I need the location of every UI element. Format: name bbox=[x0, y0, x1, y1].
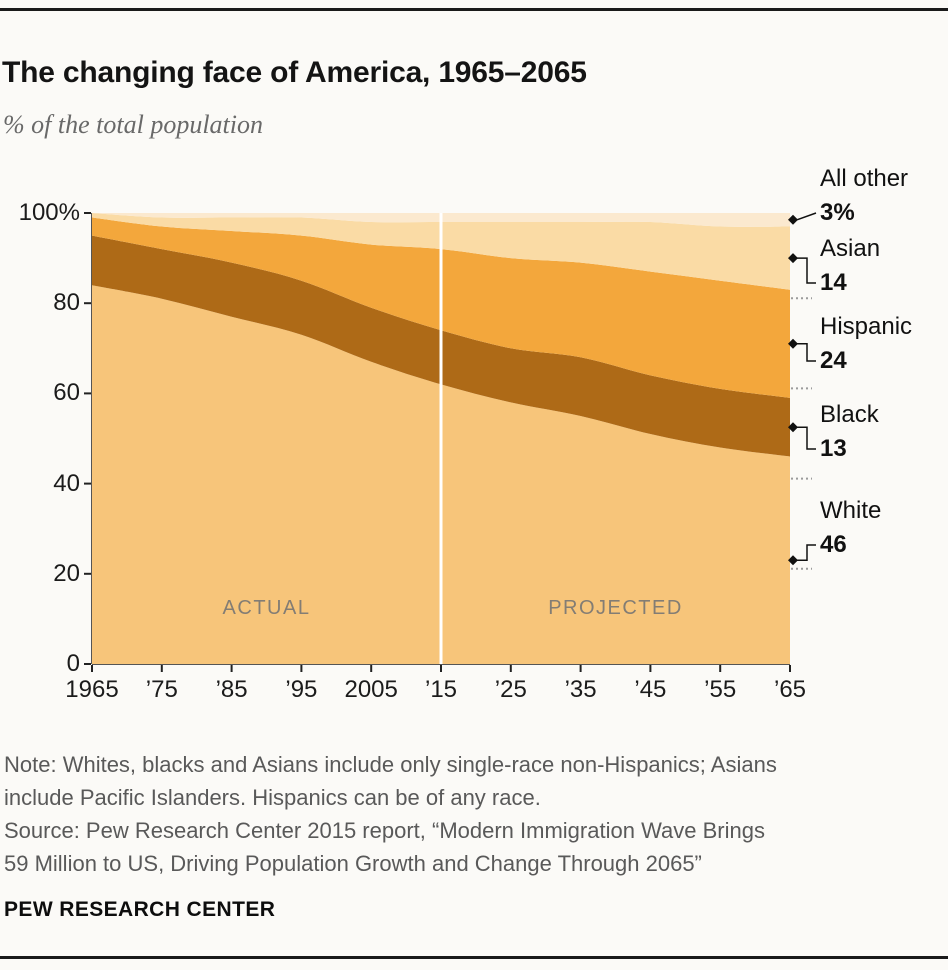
actual-projected-divider bbox=[439, 213, 443, 664]
x-axis-tick-label: ’45 bbox=[634, 676, 667, 703]
annotation-actual: ACTUAL bbox=[222, 597, 311, 619]
area-asian bbox=[92, 213, 790, 290]
x-axis-tick-label: ’35 bbox=[564, 676, 597, 703]
legend-label-hispanic: Hispanic 24 bbox=[820, 310, 946, 378]
x-axis-tick-label: 1965 bbox=[65, 676, 119, 703]
chart-title: The changing face of America, 1965–2065 bbox=[2, 56, 587, 90]
x-axis-tick-label: ’75 bbox=[145, 676, 178, 703]
x-axis-tick-label: ’65 bbox=[773, 676, 807, 703]
legend-label-black: Black 13 bbox=[820, 398, 946, 466]
chart-subtitle: % of the total population bbox=[3, 110, 263, 139]
chart-canvas bbox=[92, 213, 790, 664]
legend-label-white: White 46 bbox=[820, 494, 946, 562]
legend-series-name: All other bbox=[820, 165, 909, 192]
y-axis-tick-label: 0 bbox=[66, 650, 80, 677]
y-axis-tick-label: 20 bbox=[53, 559, 80, 587]
leader-line-white bbox=[797, 544, 816, 562]
leader-line-asian bbox=[797, 257, 816, 284]
annotation-projected: PROJECTED bbox=[548, 597, 683, 619]
stacked-area-chart: ACTUAL PROJECTED bbox=[92, 213, 790, 664]
leader-line-hispanic bbox=[797, 343, 816, 362]
legend-series-name: Asian bbox=[820, 235, 881, 262]
legend-series-name: Black bbox=[820, 401, 879, 428]
legend-series-value: 46 bbox=[820, 531, 847, 558]
y-axis-tick-label: 60 bbox=[53, 379, 80, 407]
legend-label-asian: Asian 14 bbox=[820, 232, 946, 300]
legend-series-value: 13 bbox=[820, 435, 847, 462]
y-axis-tick-label: 40 bbox=[53, 469, 80, 497]
x-axis-tick-label: 2005 bbox=[344, 676, 398, 703]
x-axis-tick-label: ’25 bbox=[494, 676, 527, 703]
x-axis-tick-label: ’55 bbox=[704, 676, 737, 703]
note-line: include Pacific Islanders. Hispanics can… bbox=[4, 785, 541, 810]
leader-line-all-other bbox=[796, 212, 817, 221]
y-axis-tick-label: 80 bbox=[53, 289, 80, 317]
footnotes: Note: Whites, blacks and Asians include … bbox=[4, 748, 934, 880]
leader-line-black bbox=[797, 426, 816, 450]
pew-research-center-wordmark: PEW RESEARCH CENTER bbox=[4, 898, 276, 921]
top-rule bbox=[0, 8, 948, 11]
bottom-rule bbox=[0, 956, 948, 959]
legend-series-name: Hispanic bbox=[820, 313, 913, 340]
x-axis-tick-label: ’95 bbox=[285, 676, 318, 703]
legend-series-name: White bbox=[820, 497, 882, 524]
x-axis-tick-label: ’15 bbox=[424, 676, 458, 703]
legend-series-value: 24 bbox=[820, 347, 847, 374]
legend-label-all-other: All other 3% bbox=[820, 162, 946, 230]
legend-series-value: 3% bbox=[820, 199, 855, 226]
source-line: Source: Pew Research Center 2015 report,… bbox=[4, 818, 765, 843]
legend-series-value: 14 bbox=[820, 269, 847, 296]
note-line: Note: Whites, blacks and Asians include … bbox=[4, 752, 777, 777]
y-axis-tick-label: 100% bbox=[18, 199, 80, 226]
source-line: 59 Million to US, Driving Population Gro… bbox=[4, 851, 702, 876]
x-axis-tick-label: ’85 bbox=[215, 676, 248, 703]
